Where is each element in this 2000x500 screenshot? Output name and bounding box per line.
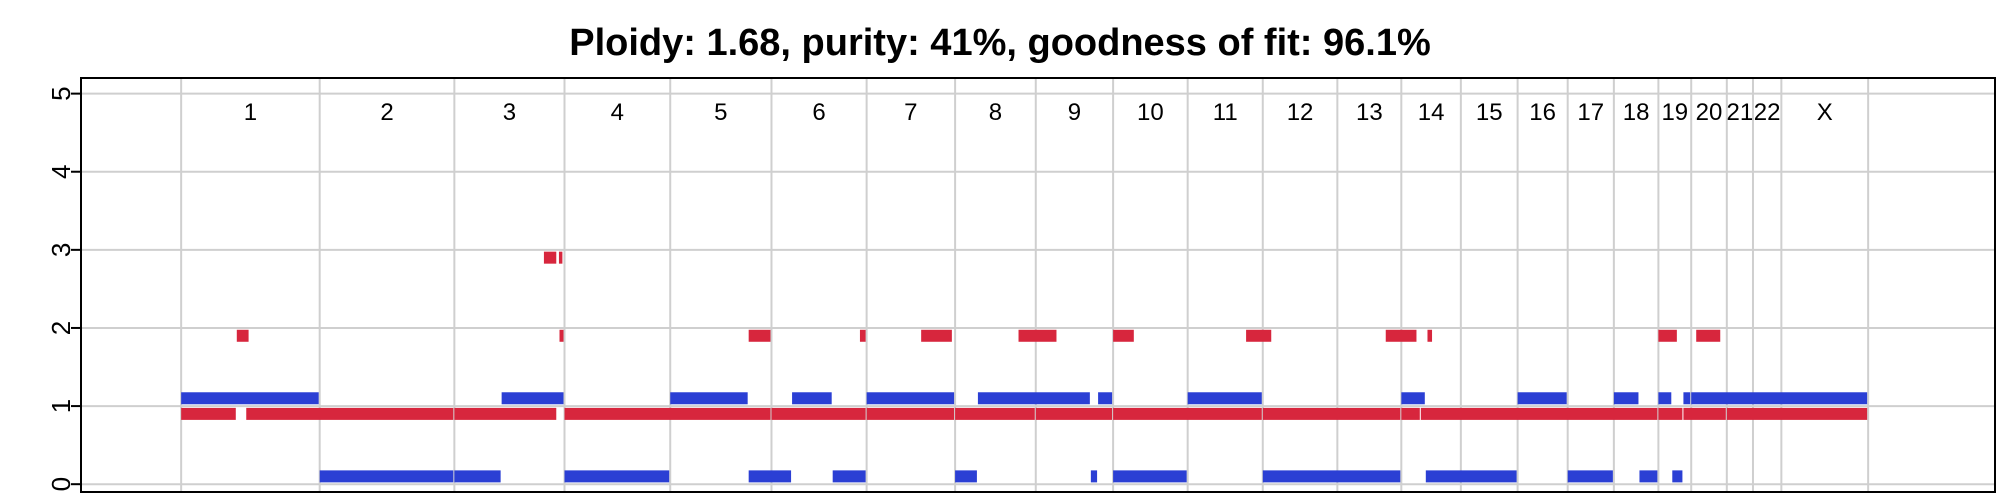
- major-allele-segment: [236, 329, 249, 342]
- major-allele-segment: [1658, 407, 1683, 420]
- minor-allele-segment: [1262, 470, 1401, 483]
- major-allele-segment: [558, 251, 563, 264]
- y-axis: 0 1 2 3 4 5: [46, 86, 81, 491]
- chart-title: Ploidy: 1.68, purity: 41%, goodness of f…: [569, 22, 1431, 64]
- minor-allele-segment: [955, 470, 977, 483]
- major-allele-segment: [1683, 407, 1726, 420]
- chromosome-label: 1: [244, 99, 257, 126]
- minor-allele-segment: [1639, 470, 1658, 483]
- major-allele-segment: [748, 329, 771, 342]
- chromosome-label: 19: [1661, 99, 1688, 126]
- minor-allele-segment: [1517, 392, 1567, 405]
- major-allele-segment: [564, 407, 771, 420]
- major-allele-segment: [771, 407, 866, 420]
- minor-allele-segment: [1401, 392, 1425, 405]
- chromosome-label: 12: [1287, 99, 1314, 126]
- y-tick-label: 2: [46, 321, 76, 335]
- y-tick-label: 3: [46, 243, 76, 257]
- chromosome-label: 21: [1727, 99, 1754, 126]
- minor-allele-segment: [319, 470, 454, 483]
- major-allele-segment: [1658, 329, 1677, 342]
- major-allele-segment: [866, 407, 955, 420]
- minor-allele-segment: [866, 392, 955, 405]
- chromosome-label: X: [1817, 99, 1833, 126]
- major-allele-segment: [181, 407, 236, 420]
- major-allele-segment: [543, 251, 557, 264]
- major-allele-segment: [859, 329, 866, 342]
- major-allele-segment: [1113, 407, 1262, 420]
- y-tick-label: 1: [46, 399, 76, 413]
- major-allele-segment: [1018, 329, 1057, 342]
- chromosome-label: 5: [714, 99, 727, 126]
- minor-allele-segment: [1683, 392, 1691, 405]
- minor-allele-segment: [1098, 392, 1113, 405]
- minor-allele-segment: [564, 470, 670, 483]
- major-allele-segment: [1385, 329, 1417, 342]
- major-allele-segment: [1035, 407, 1113, 420]
- minor-allele-segment: [1672, 470, 1683, 483]
- chromosome-label: 18: [1623, 99, 1650, 126]
- y-tick-label: 0: [46, 477, 76, 491]
- chromosome-label: 8: [989, 99, 1002, 126]
- chromosome-label: 15: [1476, 99, 1503, 126]
- minor-allele-segment: [977, 392, 1090, 405]
- chromosome-label: 2: [380, 99, 393, 126]
- chromosome-label: 7: [904, 99, 917, 126]
- chromosome-label: 14: [1418, 99, 1445, 126]
- minor-allele-segment: [832, 470, 866, 483]
- minor-allele-segment: [1567, 470, 1613, 483]
- minor-allele-segment: [454, 470, 501, 483]
- major-allele-segment: [1427, 329, 1433, 342]
- major-allele-segment: [559, 329, 564, 342]
- minor-allele-segment: [1425, 470, 1517, 483]
- y-tick-label: 4: [46, 165, 76, 179]
- chromosome-label: 6: [812, 99, 825, 126]
- major-allele-segment: [921, 329, 952, 342]
- minor-allele-segment: [1187, 392, 1262, 405]
- major-allele-segment: [955, 407, 1035, 420]
- chromosome-label: 20: [1696, 99, 1723, 126]
- major-allele-segment: [1726, 407, 1868, 420]
- major-allele-segment: [454, 407, 557, 420]
- chromosome-label: 3: [503, 99, 516, 126]
- major-allele-segment: [1262, 407, 1401, 420]
- chromosome-label: 10: [1137, 99, 1164, 126]
- minor-allele-segment: [748, 470, 792, 483]
- major-allele-segment: [246, 407, 454, 420]
- chromosome-label: 4: [611, 99, 624, 126]
- major-allele-segment: [1401, 407, 1420, 420]
- minor-allele-segment: [181, 392, 319, 405]
- major-allele-segment: [1420, 407, 1658, 420]
- chromosome-label: 16: [1529, 99, 1556, 126]
- minor-allele-segment: [670, 392, 748, 405]
- chromosome-label: 9: [1068, 99, 1081, 126]
- plot-frame: [80, 77, 1996, 493]
- minor-allele-segment: [501, 392, 564, 405]
- major-allele-segment: [1696, 329, 1721, 342]
- chromosome-label: 13: [1356, 99, 1383, 126]
- minor-allele-segment: [792, 392, 832, 405]
- minor-allele-segment: [1613, 392, 1639, 405]
- minor-allele-segment: [1691, 392, 1868, 405]
- major-allele-segment: [1246, 329, 1272, 342]
- segments: [181, 251, 1868, 483]
- minor-allele-segment: [1658, 392, 1672, 405]
- minor-allele-segment: [1113, 470, 1187, 483]
- major-allele-segment: [1113, 329, 1134, 342]
- minor-allele-segment: [1090, 470, 1098, 483]
- chromosome-label: 22: [1754, 99, 1781, 126]
- chromosome-labels: 1 2 3 4 5 6 7 8 9 10 11 12 13 14 15 16 17 18 19 20 21 22 X: [244, 99, 1833, 126]
- grid: [81, 78, 1995, 492]
- chromosome-label: 17: [1577, 99, 1604, 126]
- y-tick-label: 5: [46, 86, 76, 100]
- chromosome-label: 11: [1213, 99, 1238, 126]
